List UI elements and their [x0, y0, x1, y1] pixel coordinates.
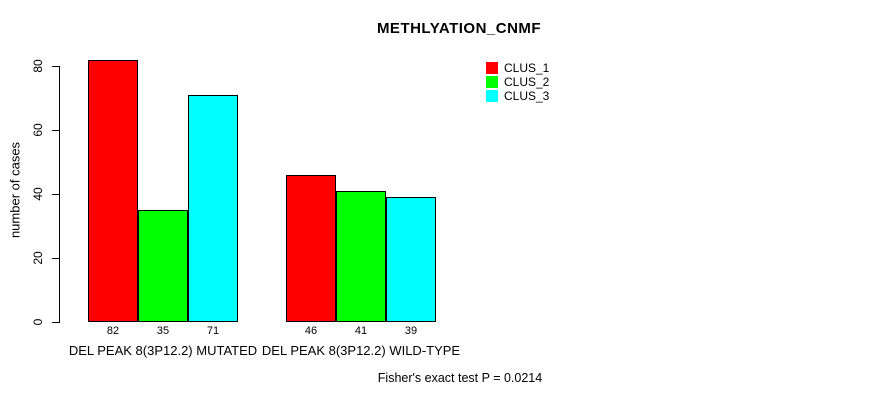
y-axis-tick-label: 60	[31, 123, 45, 137]
stat-annotation: Fisher's exact test P = 0.0214	[377, 371, 543, 385]
y-axis-tick-label: 80	[31, 59, 45, 73]
bar-clus_3-group2	[386, 197, 436, 322]
y-axis-tick-label: 40	[31, 187, 45, 201]
bar-value-label: 46	[304, 325, 318, 337]
y-axis-tick-label: 20	[31, 251, 45, 265]
x-axis-group-label: DEL PEAK 8(3P12.2) WILD-TYPE	[261, 343, 461, 358]
y-axis-label: number of cases	[7, 141, 23, 239]
bar-clus_3-group1	[188, 94, 238, 322]
bar-clus_2-group2	[336, 190, 386, 322]
bar-clus_1-group2	[286, 174, 336, 322]
legend-row-clus_3: CLUS_3	[486, 89, 549, 103]
y-axis-line	[59, 66, 60, 323]
bar-value-label: 41	[354, 325, 368, 337]
bar-value-label: 35	[156, 325, 170, 337]
bar-value-label: 39	[404, 325, 418, 337]
legend-label: CLUS_1	[504, 61, 550, 75]
y-axis-tick-label: 0	[31, 318, 45, 326]
y-axis-tick	[52, 130, 59, 131]
legend-label: CLUS_3	[504, 89, 550, 103]
bar-clus_1-group1	[88, 59, 138, 322]
legend-row-clus_1: CLUS_1	[486, 61, 549, 75]
chart-title: METHLYATION_CNMF	[376, 20, 542, 37]
legend-row-clus_2: CLUS_2	[486, 75, 549, 89]
y-axis-tick	[52, 66, 59, 67]
legend-swatch-clus_1	[486, 62, 498, 74]
legend-swatch-clus_3	[486, 90, 498, 102]
y-axis-tick	[52, 322, 59, 323]
bar-value-label: 71	[206, 325, 220, 337]
y-axis-tick	[52, 258, 59, 259]
bar-value-label: 82	[106, 325, 120, 337]
legend-swatch-clus_2	[486, 76, 498, 88]
x-axis-group-label: DEL PEAK 8(3P12.2) MUTATED	[68, 343, 258, 358]
y-axis-tick	[52, 194, 59, 195]
legend: CLUS_1 CLUS_2 CLUS_3	[486, 61, 549, 103]
bar-clus_2-group1	[138, 210, 188, 322]
legend-label: CLUS_2	[504, 75, 550, 89]
